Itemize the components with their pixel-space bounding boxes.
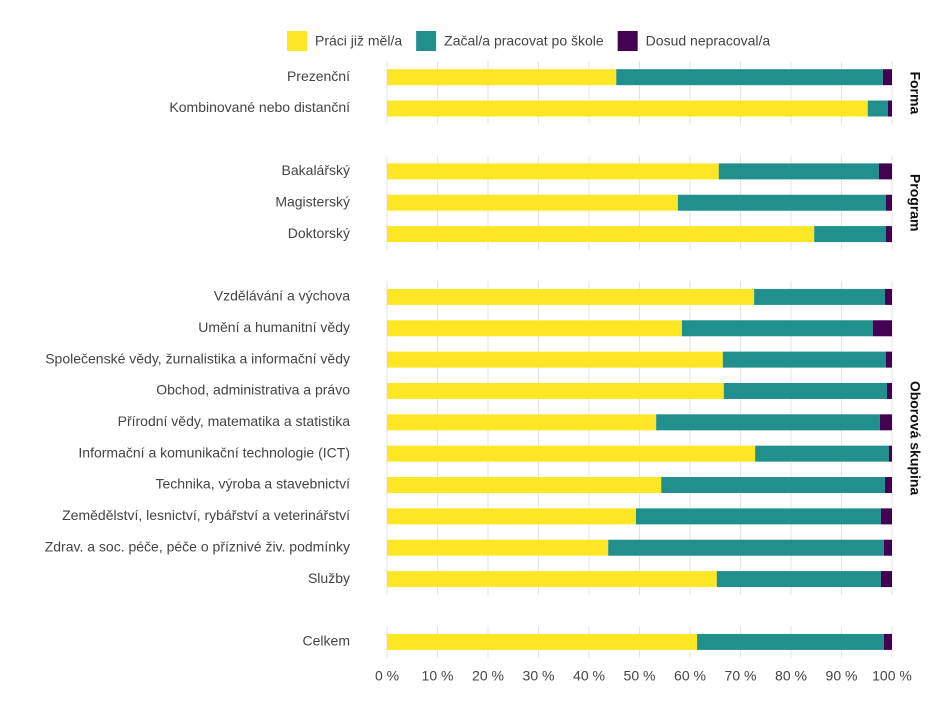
legend-swatch [617,31,638,51]
legend-label: Dosud nepracoval/a [646,33,771,49]
facet-label: Program [907,174,923,232]
bar-segment [883,539,892,556]
bar-segment [677,194,886,211]
y-tick-label: Obchod, administrativa a právo [156,382,350,398]
bar-segment [387,445,756,462]
bar-segment [886,382,892,399]
bar-segment [616,69,883,86]
legend-swatch [287,31,307,51]
x-tick-label: 70 % [725,667,757,683]
bar-segment [885,226,892,243]
bar-segment [879,414,892,431]
y-tick-label: Prezenční [287,68,350,84]
y-tick-label: Vzdělávání a výchova [214,288,350,304]
y-tick-label: Umění a humanitní vědy [198,319,350,335]
x-tick-label: 40 % [573,667,605,683]
facet-label: Oborová skupina [907,381,923,496]
bar-segment [754,288,885,305]
bar-segment [882,69,892,86]
bar-segment [722,351,886,368]
bar-segment [387,539,609,556]
bar-segment [608,539,884,556]
bar-segment [878,163,892,180]
bar-segment [755,445,889,462]
bar-segment [635,508,881,525]
bar-segment [697,633,884,650]
legend-swatch [416,31,437,51]
bar-segment [880,571,892,588]
bar-segment [718,163,879,180]
bar-segment [387,288,755,305]
y-tick-label: Přírodní vědy, matematika a statistika [118,413,351,429]
bar-segment [883,633,892,650]
bar-segment [387,351,723,368]
legend-label: Práci již měl/a [315,33,402,49]
bar-segment [880,508,892,525]
y-tick-label: Společenské vědy, žurnalistika a informa… [45,350,350,366]
x-tick-label: 90 % [826,667,858,683]
y-tick-label: Zemědělství, lesnictví, rybářství a vete… [62,507,350,523]
x-tick-label: 50 % [624,667,656,683]
bar-segment [872,320,892,337]
bar-segment [387,382,724,399]
y-tick-label: Bakalářský [282,162,350,178]
facet-label: Forma [907,71,923,114]
x-tick-label: 60 % [674,667,706,683]
bar-segment [387,508,636,525]
bar-segment [387,320,682,337]
bar-segment [387,571,717,588]
x-tick-label: 100 % [872,667,912,683]
bar-segment [656,414,880,431]
y-tick-label: Zdrav. a soc. péče, péče o příznivé živ.… [45,538,350,554]
bar-segment [661,477,885,494]
bar-segment [887,100,892,117]
bar-segment [867,100,888,117]
x-tick-label: 80 % [775,667,807,683]
bar-segment [814,226,886,243]
legend-label: Začal/a pracovat po škole [444,33,604,49]
bar-segment [387,163,719,180]
bar-segment [723,382,887,399]
bar-segment [716,571,881,588]
y-tick-label: Magisterský [275,193,350,209]
x-tick-label: 30 % [523,667,555,683]
y-tick-label: Kombinované nebo distanční [169,99,350,115]
x-tick-label: 20 % [472,667,504,683]
y-tick-label: Doktorský [288,225,350,241]
bar-segment [387,414,657,431]
y-tick-label: Technika, výroba a stavebnictví [155,476,350,492]
x-tick-label: 10 % [422,667,454,683]
bar-segment [387,477,662,494]
x-tick-label: 0 % [375,667,399,683]
bar-segment [387,226,815,243]
bar-segment [885,194,892,211]
y-tick-label: Celkem [303,633,350,649]
bar-segment [681,320,873,337]
bar-segment [888,445,892,462]
y-tick-label: Služby [308,570,350,586]
bar-segment [884,288,892,305]
bar-segment [884,477,892,494]
bar-segment [387,100,868,117]
bar-segment [387,69,617,86]
bar-segment [885,351,892,368]
y-tick-label: Informační a komunikační technologie (IC… [78,444,350,460]
bar-segment [387,633,698,650]
bar-segment [387,194,678,211]
